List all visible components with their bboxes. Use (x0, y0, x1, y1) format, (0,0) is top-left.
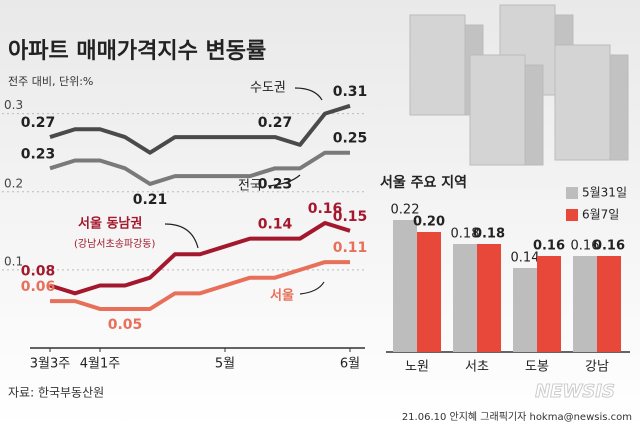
value-label: 0.14 (511, 251, 540, 266)
value-label: 0.25 (333, 131, 368, 147)
x-tick-label: 5월 (215, 357, 235, 372)
value-label: 0.18 (473, 227, 505, 242)
x-tick-label: 서초 (465, 360, 489, 375)
value-label: 0.05 (108, 317, 143, 333)
x-tick-label: 노원 (405, 360, 429, 375)
legend-label: 5월31일 (582, 186, 627, 200)
value-label: 0.08 (21, 264, 56, 280)
value-label: 0.16 (533, 239, 565, 254)
value-label: 0.22 (391, 203, 420, 218)
bar (453, 244, 477, 352)
bar (513, 268, 537, 352)
series-line (50, 260, 350, 311)
value-label: 0.06 (21, 279, 56, 295)
x-tick-label: 6월 (340, 357, 360, 372)
bar-chart-title: 서울 주요 지역 (380, 174, 467, 191)
series-label: 서울 동남권 (78, 216, 142, 232)
x-tick-label: 강남 (585, 360, 609, 375)
arrow (164, 223, 199, 249)
buildings-illustration (409, 4, 629, 166)
arrow (294, 87, 323, 101)
x-tick-label: 3월3주 (30, 357, 71, 372)
bar (573, 256, 597, 352)
value-label: 0.14 (258, 217, 293, 233)
series-label: 수도권 (250, 81, 286, 96)
source: 자료: 한국부동산원 (8, 386, 104, 400)
value-label: 0.11 (333, 240, 368, 256)
watermark: NEWSIS (535, 381, 615, 402)
legend-label: 6월7일 (582, 208, 619, 222)
arrow (299, 281, 325, 295)
value-label: 0.31 (333, 84, 368, 100)
value-label: 0.20 (413, 215, 445, 230)
series-line (49, 221, 351, 296)
value-label: 0.16 (571, 239, 600, 254)
y-tick-label: 0.2 (4, 176, 23, 190)
value-label: 0.27 (258, 115, 293, 131)
legend-swatch (566, 209, 578, 221)
value-label: 0.18 (451, 227, 480, 242)
value-label: 0.23 (258, 176, 293, 192)
series-line (49, 103, 351, 155)
chart-title: 아파트 매매가격지수 변동률 (8, 39, 266, 64)
annotation: (강남서초송파강동) (74, 238, 156, 250)
credit: 21.06.10 안지혜 그래픽기자 hokma@newsis.com (402, 411, 632, 423)
bar (537, 256, 561, 352)
value-label: 0.16 (308, 201, 343, 217)
bar (417, 232, 441, 352)
value-label: 0.27 (21, 115, 56, 131)
subtitle: 전주 대비, 단위:% (8, 75, 93, 88)
y-tick-label: 0.1 (4, 254, 23, 268)
x-tick-label: 도봉 (525, 360, 549, 375)
series-label: 전국 (238, 179, 262, 194)
y-tick-label: 0.3 (4, 98, 23, 112)
series-line (49, 150, 350, 186)
x-tick-label: 4월1주 (80, 357, 121, 372)
bar (597, 256, 621, 352)
bar (477, 244, 501, 352)
series-label: 서울 (270, 288, 294, 304)
value-label: 0.16 (593, 239, 625, 254)
value-label: 0.23 (21, 146, 56, 162)
value-label: 0.21 (133, 192, 168, 208)
arrow (267, 174, 301, 187)
bar (393, 220, 417, 352)
value-label: 0.15 (333, 209, 368, 225)
legend-swatch (566, 187, 578, 199)
